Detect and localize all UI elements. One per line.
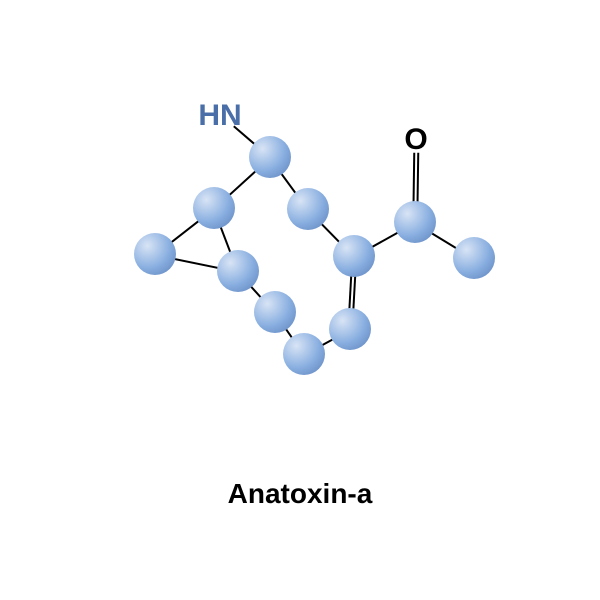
atom-sphere <box>249 136 291 178</box>
atom-label-o: O <box>404 123 427 157</box>
molecule-diagram: Anatoxin-a HN O <box>0 0 600 600</box>
atom-sphere <box>287 188 329 230</box>
atom-sphere <box>217 250 259 292</box>
atom-sphere <box>329 308 371 350</box>
compound-title: Anatoxin-a <box>0 478 600 510</box>
atom-sphere <box>453 237 495 279</box>
atom-sphere <box>333 235 375 277</box>
atom-label-hn: HN <box>198 99 241 133</box>
atom-sphere <box>134 233 176 275</box>
atom-sphere <box>254 291 296 333</box>
atom-sphere <box>193 187 235 229</box>
atom-sphere <box>283 333 325 375</box>
atom-sphere <box>394 201 436 243</box>
